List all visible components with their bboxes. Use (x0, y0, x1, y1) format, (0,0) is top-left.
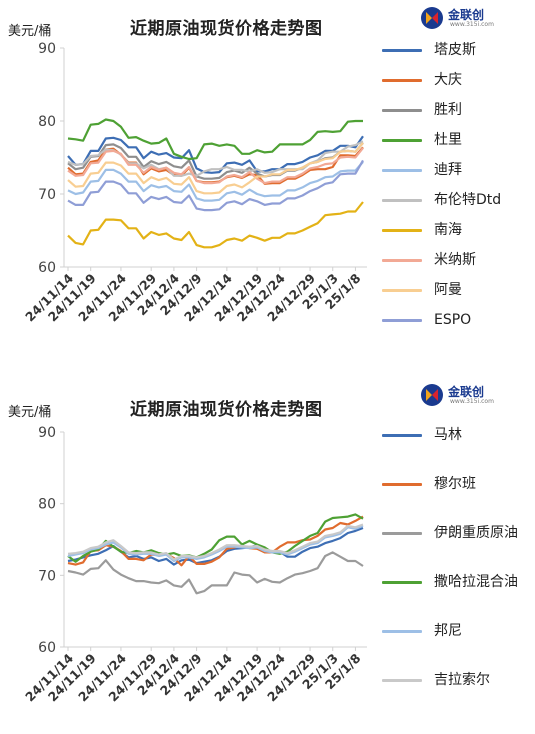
y-tick-label: 80 (38, 497, 56, 513)
legend-swatch (382, 532, 422, 535)
y-axis-unit-label: 美元/桶 (8, 405, 52, 420)
series-line-8 (67, 147, 364, 185)
legend-swatch (382, 630, 422, 633)
legend-swatch (382, 259, 422, 262)
series-line-7 (67, 201, 364, 249)
legend-label: 伊朗重质原油 (434, 525, 518, 541)
legend-swatch (382, 483, 422, 486)
chart-panel-1: 美元/桶 近期原油现货价格走势图 金联创 www.315i.com 60 70 80… (8, 4, 520, 328)
legend-label: 胜利 (434, 102, 462, 118)
legend-swatch (382, 581, 422, 584)
series-line-4 (67, 513, 364, 563)
chart-title: 近期原油现货价格走势图 (130, 19, 323, 39)
series-line-5 (67, 524, 364, 563)
line-chart-1: 6070809024/11/1424/11/1924/11/2424/11/29… (22, 41, 367, 324)
y-tick-label: 90 (38, 41, 56, 57)
legend-label: 杜里 (434, 132, 462, 148)
series-line-5 (67, 161, 364, 202)
legend-swatch (382, 169, 422, 172)
legend-label: 迪拜 (434, 162, 462, 178)
series-line-3 (67, 551, 364, 595)
legend-swatch (382, 434, 422, 437)
legend-label: 布伦特Dtd (434, 192, 502, 208)
series-line-9 (67, 142, 364, 195)
y-axis-unit-label: 美元/桶 (8, 24, 52, 39)
series-line-1 (67, 135, 364, 174)
legend-swatch (382, 139, 422, 142)
legend-swatch (382, 199, 422, 202)
legend-label: 马林 (434, 427, 462, 443)
series-line-4 (67, 118, 363, 161)
series-line-6 (67, 523, 364, 561)
logo-text: 金联创 (448, 8, 485, 22)
logo-icon (421, 384, 443, 406)
legend-label: 邦尼 (434, 623, 462, 639)
y-tick-label: 80 (38, 114, 56, 130)
legend-label: 塔皮斯 (434, 42, 476, 58)
legend-label: ESPO (434, 312, 472, 328)
legend-swatch (382, 289, 422, 292)
legend-swatch (382, 79, 422, 82)
legend-swatch (382, 319, 422, 322)
y-tick-label: 60 (38, 640, 56, 656)
logo-subtext: www.315i.com (450, 21, 494, 28)
brand-logo: 金联创 www.315i.com (420, 381, 520, 411)
legend-label: 吉拉索尔 (434, 672, 490, 688)
legend-label: 撒哈拉混合油 (434, 574, 518, 590)
logo-icon (421, 7, 443, 29)
chart-title: 近期原油现货价格走势图 (130, 400, 323, 420)
legend-label: 大庆 (434, 72, 462, 88)
logo-text: 金联创 (448, 385, 485, 399)
legend-swatch (382, 109, 422, 112)
logo-subtext: www.315i.com (450, 398, 494, 405)
legend-swatch (382, 49, 422, 52)
legend-swatch (382, 679, 422, 682)
legend-label: 阿曼 (434, 282, 462, 298)
legend-label: 穆尔班 (434, 476, 476, 492)
legend-label: 南海 (434, 222, 462, 238)
line-chart-2: 6070809024/11/1424/11/1924/11/2424/11/29… (22, 425, 367, 704)
brand-logo: 金联创 www.315i.com (420, 4, 520, 34)
y-tick-label: 70 (38, 568, 56, 584)
axes: 6070809024/11/1424/11/1924/11/2424/11/29… (22, 41, 367, 324)
y-tick-label: 90 (38, 425, 56, 441)
y-tick-label: 70 (38, 187, 56, 203)
y-tick-label: 60 (38, 260, 56, 276)
legend-label: 米纳斯 (434, 252, 476, 268)
series-line-10 (67, 159, 364, 212)
chart-panel-2: 美元/桶 近期原油现货价格走势图 金联创 www.315i.com 60 70 80… (0, 367, 535, 734)
legend-swatch (382, 229, 422, 232)
